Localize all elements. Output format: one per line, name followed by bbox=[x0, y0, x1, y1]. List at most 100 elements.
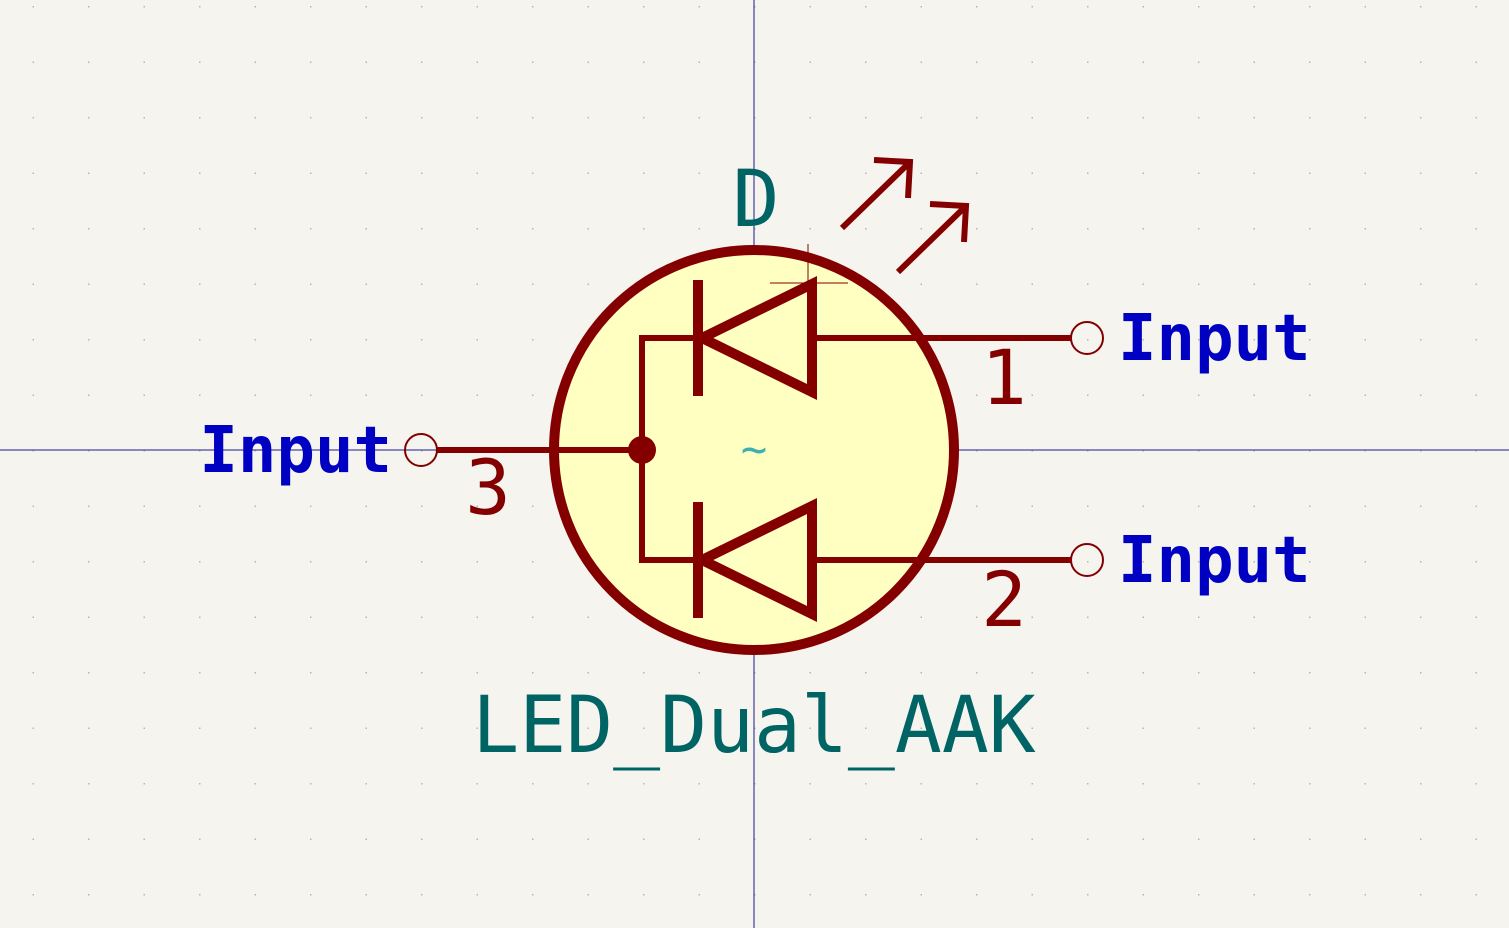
grid-dot bbox=[32, 672, 34, 674]
grid-dot bbox=[476, 505, 478, 507]
grid-dot bbox=[1420, 672, 1422, 674]
grid-dot bbox=[421, 228, 423, 230]
grid-dot bbox=[421, 672, 423, 674]
grid-dot bbox=[476, 61, 478, 63]
grid-dot bbox=[1475, 283, 1477, 285]
grid-dot bbox=[143, 783, 145, 785]
grid-dot bbox=[865, 672, 867, 674]
grid-dot bbox=[643, 61, 645, 63]
grid-dot bbox=[310, 616, 312, 618]
grid-dot bbox=[199, 172, 201, 174]
grid-dot bbox=[1087, 172, 1089, 174]
grid-dot bbox=[587, 228, 589, 230]
grid-dot bbox=[865, 61, 867, 63]
grid-dot bbox=[1142, 727, 1144, 729]
grid-dot bbox=[1142, 228, 1144, 230]
open-circle-icon[interactable] bbox=[404, 433, 438, 467]
grid-dot bbox=[1420, 61, 1422, 63]
grid-dot bbox=[476, 172, 478, 174]
grid-dot bbox=[254, 561, 256, 563]
grid-dot bbox=[1198, 505, 1200, 507]
open-circle-icon[interactable] bbox=[1070, 543, 1104, 577]
grid-dot bbox=[1087, 616, 1089, 618]
grid-dot bbox=[88, 61, 90, 63]
grid-dot bbox=[698, 783, 700, 785]
grid-dot bbox=[809, 61, 811, 63]
grid-dot bbox=[199, 450, 201, 452]
grid-dot bbox=[532, 616, 534, 618]
grid-dot bbox=[920, 894, 922, 896]
grid-dot bbox=[1364, 172, 1366, 174]
grid-dot bbox=[1253, 672, 1255, 674]
grid-dot bbox=[1087, 228, 1089, 230]
grid-dot bbox=[532, 117, 534, 119]
grid-dot bbox=[1309, 394, 1311, 396]
reference-designator[interactable]: D bbox=[733, 155, 780, 245]
grid-dot bbox=[1475, 727, 1477, 729]
grid-dot bbox=[32, 727, 34, 729]
grid-dot bbox=[1420, 394, 1422, 396]
grid-dot bbox=[143, 616, 145, 618]
grid-dot bbox=[421, 117, 423, 119]
grid-dot bbox=[587, 894, 589, 896]
grid-dot bbox=[365, 172, 367, 174]
grid-dot bbox=[1475, 672, 1477, 674]
grid-dot bbox=[143, 838, 145, 840]
grid-dot bbox=[88, 6, 90, 8]
pin-2-type: Input bbox=[1118, 524, 1311, 598]
grid-dot bbox=[1475, 505, 1477, 507]
diodes bbox=[690, 275, 817, 623]
grid-dot bbox=[365, 783, 367, 785]
grid-dot bbox=[88, 783, 90, 785]
grid-dot bbox=[143, 228, 145, 230]
grid-dot bbox=[587, 283, 589, 285]
grid-dot bbox=[254, 228, 256, 230]
grid-dot bbox=[88, 283, 90, 285]
grid-dot bbox=[809, 672, 811, 674]
grid-dot bbox=[976, 505, 978, 507]
grid-dot bbox=[476, 838, 478, 840]
grid-dot bbox=[1031, 61, 1033, 63]
grid-dot bbox=[1364, 228, 1366, 230]
grid-dot bbox=[976, 228, 978, 230]
grid-dot bbox=[865, 783, 867, 785]
grid-dot bbox=[310, 783, 312, 785]
grid-dot bbox=[1198, 616, 1200, 618]
grid-dot bbox=[32, 394, 34, 396]
grid-dot bbox=[1309, 727, 1311, 729]
grid-dot bbox=[365, 339, 367, 341]
grid-dot bbox=[976, 894, 978, 896]
grid-dot bbox=[88, 894, 90, 896]
grid-dot bbox=[32, 783, 34, 785]
grid-dot bbox=[1142, 117, 1144, 119]
grid-dot bbox=[88, 172, 90, 174]
grid-dot bbox=[698, 672, 700, 674]
grid-dot bbox=[199, 117, 201, 119]
grid-dot bbox=[1031, 283, 1033, 285]
grid-dot bbox=[143, 450, 145, 452]
grid-dot bbox=[1087, 727, 1089, 729]
grid-dot bbox=[199, 339, 201, 341]
grid-dot bbox=[1198, 450, 1200, 452]
grid-dot bbox=[1475, 61, 1477, 63]
grid-dot bbox=[421, 616, 423, 618]
grid-dot bbox=[920, 838, 922, 840]
grid-dot bbox=[1198, 61, 1200, 63]
grid-dot bbox=[421, 339, 423, 341]
grid-dot bbox=[88, 672, 90, 674]
grid-dots bbox=[32, 6, 1477, 896]
grid-dot bbox=[698, 727, 700, 729]
grid-dot bbox=[643, 727, 645, 729]
grid-dot bbox=[1142, 561, 1144, 563]
grid-dot bbox=[1198, 394, 1200, 396]
grid-dot bbox=[1309, 838, 1311, 840]
grid-dot bbox=[1475, 339, 1477, 341]
grid-dot bbox=[643, 672, 645, 674]
open-circle-icon[interactable] bbox=[1070, 321, 1104, 355]
grid-dot bbox=[1198, 283, 1200, 285]
grid-dot bbox=[976, 450, 978, 452]
grid-dot bbox=[1364, 339, 1366, 341]
grid-dot bbox=[1031, 172, 1033, 174]
symbol-value[interactable]: LED_Dual_AAK bbox=[472, 681, 1036, 771]
